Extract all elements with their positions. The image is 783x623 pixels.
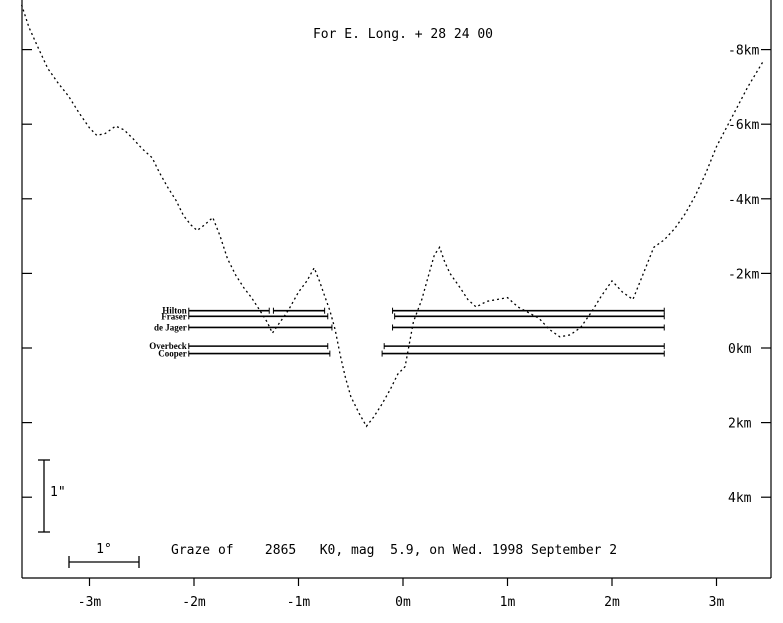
observer-label: Fraser [161, 311, 186, 321]
observer-label: de Jager [154, 322, 187, 332]
x-tick-label: 2m [604, 595, 620, 610]
vertical-scale-bar: 1" [38, 459, 66, 533]
x-tick-label: -2m [182, 595, 206, 610]
x-tick-label: 1m [500, 595, 516, 610]
y-tick-label: 4km [728, 491, 752, 506]
x-tick-label: -1m [287, 595, 311, 610]
observer-label: Hilton [162, 306, 187, 316]
limb-profile-line [20, 4, 765, 428]
y-tick-label: -4km [728, 193, 759, 208]
y-tick-label: -8km [728, 44, 759, 59]
graze-caption: Graze of 2865 K0, mag 5.9, on Wed. 1998 … [171, 543, 617, 558]
x-tick-label: 3m [709, 595, 725, 610]
y-tick-label: -6km [728, 118, 759, 133]
observer-label: Overbeck [149, 341, 187, 351]
x-tick-label: -3m [78, 595, 102, 610]
horizontal-scale-bar: 1° [68, 542, 140, 568]
observer-label: Cooper [158, 349, 187, 359]
axes-frame [21, 0, 772, 579]
y-tick-label: 0km [728, 342, 752, 357]
chart-title: For E. Long. + 28 24 00 [313, 27, 493, 42]
horizontal-scale-label: 1° [96, 542, 112, 557]
x-tick-label: 0m [395, 595, 411, 610]
y-tick-label: -2km [728, 267, 759, 282]
y-tick-label: 2km [728, 417, 752, 432]
vertical-scale-label: 1" [50, 485, 66, 500]
